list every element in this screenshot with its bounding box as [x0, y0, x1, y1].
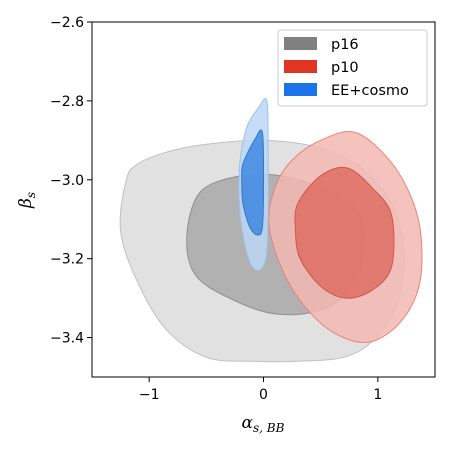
x-axis-label-main: α [242, 413, 254, 433]
y-axis-label-sub: s [24, 192, 38, 198]
y-tick-label: −3.4 [50, 331, 84, 347]
legend-swatch-ee-cosmo [284, 83, 317, 96]
y-tick-label: −2.8 [50, 94, 84, 110]
legend-label-p16: p16 [331, 37, 359, 53]
contour-ee-cosmo-inner [241, 129, 265, 236]
x-tick-label: 1 [373, 387, 382, 403]
y-axis-label: βs [16, 192, 38, 209]
x-tick-label: 0 [259, 387, 268, 403]
legend-swatch-p16 [284, 37, 317, 50]
y-tick-label: −3.0 [50, 173, 84, 189]
legend-swatch-p10 [284, 60, 317, 73]
contour-p10-inner [294, 166, 395, 299]
legend-label-p10: p10 [331, 60, 359, 76]
contour-layer [119, 97, 423, 363]
x-tick-label: −1 [139, 387, 160, 403]
y-tick-label: −2.6 [50, 15, 84, 31]
y-tick-label: −3.2 [50, 252, 84, 268]
legend-label-ee-cosmo: EE+cosmo [331, 83, 409, 99]
legend: p16 p10 EE+cosmo [277, 29, 428, 107]
x-axis-label-sub: s, BB [253, 421, 285, 435]
tick-layer: −1 0 1 −2.6 −2.8 −3.0 −3.2 −3.4 [50, 15, 382, 403]
x-axis-label: αs, BB [242, 413, 285, 435]
y-axis-label-main: β [16, 198, 36, 209]
